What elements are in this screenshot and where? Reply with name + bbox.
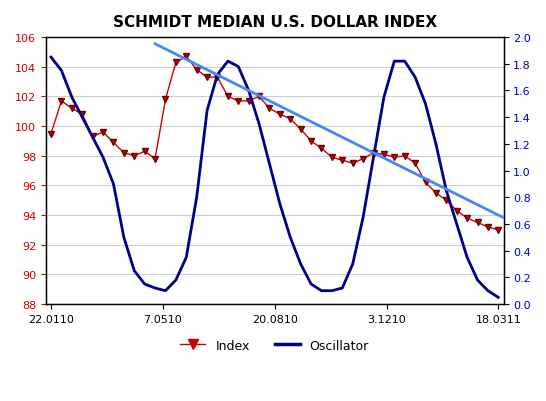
Legend: Index, Oscillator: Index, Oscillator xyxy=(175,334,374,356)
Title: SCHMIDT MEDIAN U.S. DOLLAR INDEX: SCHMIDT MEDIAN U.S. DOLLAR INDEX xyxy=(112,15,437,30)
